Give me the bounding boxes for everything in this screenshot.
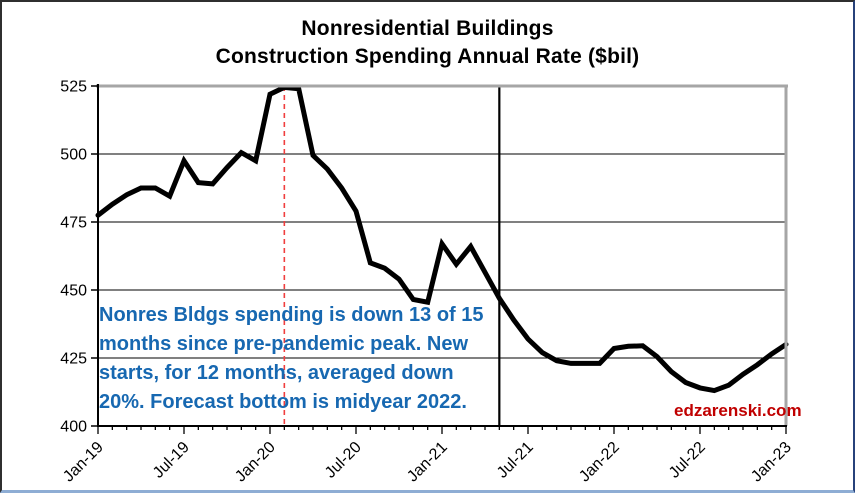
x-tick-label-Jul-19: Jul-19: [150, 439, 193, 482]
x-tick-label-Jan-21: Jan-21: [404, 439, 451, 486]
x-tick-label-Jan-22: Jan-22: [576, 439, 623, 486]
x-tick-label-Jul-22: Jul-22: [666, 439, 709, 482]
series-line: [95, 84, 789, 394]
annotation-text: Nonres Bldgs spending is down 13 of 15 m…: [99, 301, 484, 417]
y-tick-label-525: 525: [60, 79, 87, 96]
annotation-line: months since pre-pandemic peak. New: [99, 333, 468, 355]
chart-title-line2: Construction Spending Annual Rate ($bil): [215, 45, 640, 68]
annotation-line: Nonres Bldgs spending is down 13 of 15: [99, 304, 484, 326]
watermark-text: edzarenski.com: [674, 401, 802, 420]
x-tick-label-Jan-20: Jan-20: [232, 439, 279, 486]
y-tick-label-475: 475: [60, 215, 87, 232]
chart-title-line1: Nonresidential Buildings: [301, 17, 554, 40]
x-tick-label-Jan-23: Jan-23: [748, 439, 795, 486]
y-tick-label-500: 500: [60, 147, 87, 164]
annotation-line: 20%. Forecast bottom is midyear 2022.: [99, 391, 467, 413]
y-tick-label-450: 450: [60, 283, 87, 300]
chart-title: Nonresidential Buildings Construction Sp…: [2, 15, 853, 71]
x-tick-label-Jan-19: Jan-19: [60, 439, 107, 486]
y-tick-label-400: 400: [60, 419, 87, 436]
annotation-line: starts, for 12 months, averaged down: [99, 362, 454, 384]
x-tick-label-Jul-21: Jul-21: [494, 439, 537, 482]
y-tick-label-425: 425: [60, 351, 87, 368]
x-tick-label-Jul-20: Jul-20: [322, 439, 365, 482]
